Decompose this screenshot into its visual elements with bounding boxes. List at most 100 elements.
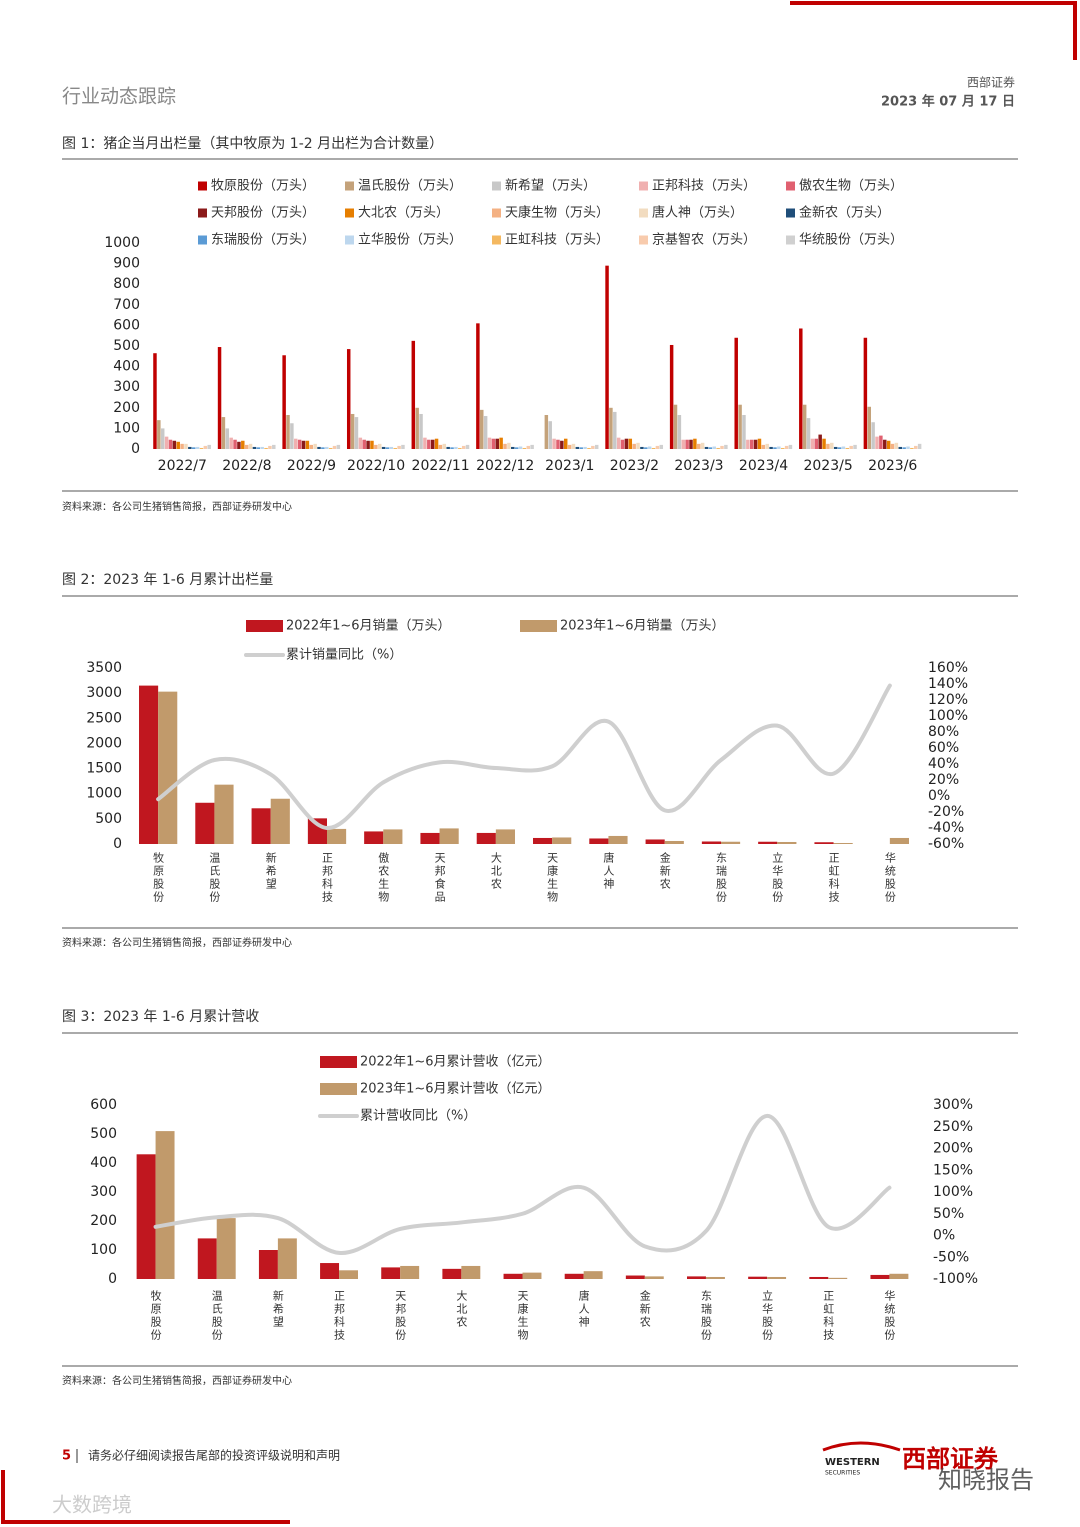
- bar: [229, 437, 233, 449]
- x-tick-label: 2022/7: [158, 458, 207, 474]
- bar: [628, 438, 633, 449]
- bar: [522, 447, 527, 449]
- x-tick-label: 2023/6: [868, 458, 917, 474]
- bar: [458, 447, 462, 449]
- bar: [701, 841, 721, 844]
- bar: [217, 347, 222, 449]
- bar: [761, 444, 766, 449]
- bar: [364, 831, 384, 844]
- bar: [758, 841, 778, 844]
- y-tick-label: 600: [90, 1097, 117, 1113]
- bar: [522, 1272, 542, 1279]
- bar: [673, 404, 678, 449]
- bar: [442, 443, 447, 449]
- legend-swatch: [786, 208, 795, 218]
- x-tick-label: 正邦科技: [333, 1290, 346, 1342]
- bar: [810, 438, 815, 449]
- bar: [454, 446, 458, 449]
- bar: [802, 404, 807, 449]
- legend-swatch: [320, 1083, 357, 1095]
- bar: [362, 439, 366, 449]
- legend-swatch: [198, 208, 207, 218]
- bar: [608, 835, 628, 844]
- bar: [503, 1273, 523, 1279]
- bar: [749, 439, 754, 449]
- bar: [548, 421, 552, 449]
- bar: [160, 428, 165, 449]
- bar: [605, 265, 609, 449]
- bar: [814, 842, 834, 844]
- bar: [651, 447, 656, 449]
- bar: [225, 428, 230, 449]
- bar: [724, 444, 728, 449]
- bar: [272, 444, 276, 449]
- legend-swatch: [246, 620, 283, 632]
- bar: [203, 445, 208, 449]
- bar: [594, 444, 599, 449]
- bar: [746, 439, 750, 449]
- x-tick-label: 2022/12: [476, 458, 534, 474]
- bar: [499, 437, 503, 449]
- bar: [571, 443, 576, 449]
- bar: [366, 440, 370, 449]
- y-tick-label: 500: [95, 811, 122, 827]
- bar: [339, 1270, 358, 1279]
- bar: [393, 447, 397, 449]
- bar: [199, 447, 204, 449]
- y2-tick-label: 100%: [933, 1184, 973, 1200]
- bar: [799, 328, 803, 449]
- y2-tick-label: 140%: [928, 676, 968, 692]
- bar: [476, 832, 496, 844]
- x-tick-label: 2022/10: [347, 458, 405, 474]
- x-tick-label: 华统股份: [883, 1289, 896, 1342]
- bar: [886, 440, 891, 449]
- bar: [640, 446, 644, 449]
- bar: [867, 406, 871, 449]
- y-tick-label: 3000: [86, 685, 122, 701]
- bar: [260, 446, 264, 449]
- x-tick-label: 2023/2: [610, 458, 659, 474]
- bar: [233, 439, 237, 449]
- bar: [290, 423, 294, 449]
- bar: [898, 446, 902, 449]
- bar: [423, 437, 427, 449]
- bar: [544, 415, 549, 449]
- report-date: 2023 年 07 月 17 日: [881, 94, 1015, 110]
- bar: [270, 798, 290, 844]
- legend-swatch: [320, 1056, 357, 1068]
- bar: [450, 447, 454, 449]
- legend-label: 2023年1~6月累计营收（亿元）: [360, 1082, 551, 1097]
- bar: [268, 445, 272, 449]
- bar: [647, 446, 652, 449]
- bar: [753, 439, 758, 449]
- bar: [563, 438, 568, 449]
- y2-tick-label: 60%: [928, 740, 959, 756]
- y2-tick-label: 150%: [933, 1162, 973, 1178]
- bar: [195, 802, 215, 844]
- legend-label: 2022年1~6月销量（万头）: [286, 619, 451, 634]
- y2-tick-label: 80%: [928, 724, 959, 740]
- bar: [721, 841, 741, 844]
- bar: [383, 829, 403, 844]
- legend-swatch: [639, 235, 648, 245]
- figure-source: 资料来源：各公司生猪销售简报，西部证券研发中心: [62, 1374, 292, 1387]
- bar: [153, 353, 157, 449]
- bar: [244, 444, 249, 449]
- x-tick-label: 东瑞股份: [699, 1290, 712, 1342]
- bar: [830, 442, 834, 449]
- bar: [616, 437, 621, 449]
- bar: [708, 447, 713, 449]
- bar: [420, 832, 440, 844]
- legend-label: 大北农（万头）: [358, 206, 449, 221]
- bar: [252, 446, 257, 449]
- bar: [264, 447, 268, 449]
- legend-label: 2023年1~6月销量（万头）: [560, 619, 725, 634]
- bar: [136, 1154, 156, 1279]
- bar: [917, 443, 922, 449]
- bar: [336, 444, 341, 449]
- bar: [552, 438, 556, 449]
- bar: [767, 1276, 787, 1279]
- y2-tick-label: -40%: [928, 820, 964, 836]
- x-tick-label: 2022/8: [222, 458, 271, 474]
